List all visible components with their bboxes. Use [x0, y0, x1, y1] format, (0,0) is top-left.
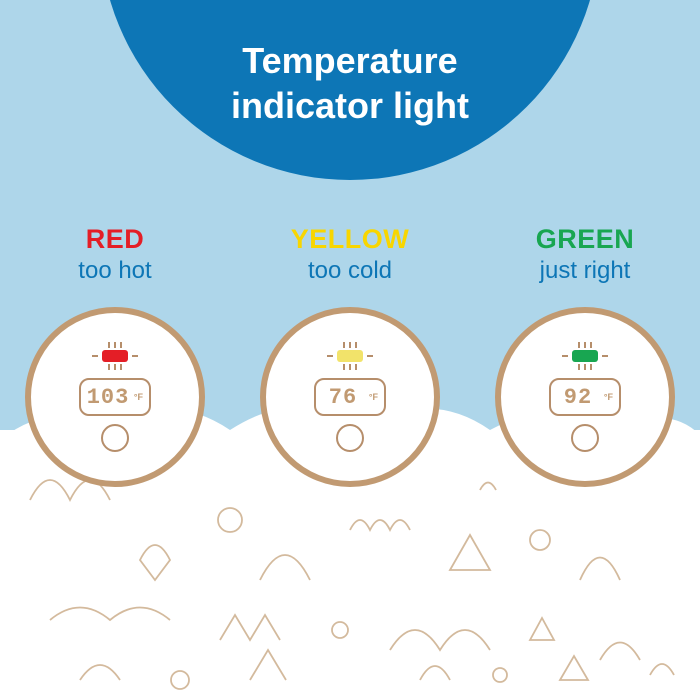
device-circle: 76 °F: [260, 307, 440, 487]
indicator-sublabel: just right: [490, 257, 680, 285]
temperature-value: 76: [329, 385, 357, 410]
title-line-1: Temperature: [242, 40, 457, 81]
title-line-2: indicator light: [231, 85, 469, 126]
indicator-label: RED: [20, 224, 210, 255]
temperature-value: 92: [564, 385, 592, 410]
indicator-label: YELLOW: [255, 224, 445, 255]
indicator-red: RED too hot 103 °F: [20, 224, 210, 487]
led-light: [102, 350, 128, 362]
indicator-sublabel: too cold: [255, 257, 445, 285]
led-indicator-icon: [562, 342, 608, 370]
device-button-icon: [571, 424, 599, 452]
led-light: [572, 350, 598, 362]
device-button-icon: [101, 424, 129, 452]
indicator-label: GREEN: [490, 224, 680, 255]
lcd-display: 76 °F: [314, 378, 386, 416]
indicator-row: RED too hot 103 °F YELLOW too cold: [0, 224, 700, 487]
indicator-yellow: YELLOW too cold 76 °F: [255, 224, 445, 487]
temperature-unit: °F: [604, 392, 613, 402]
device-circle: 92 °F: [495, 307, 675, 487]
led-indicator-icon: [327, 342, 373, 370]
lcd-display: 103 °F: [79, 378, 151, 416]
indicator-green: GREEN just right 92 °F: [490, 224, 680, 487]
temperature-unit: °F: [134, 392, 143, 402]
temperature-unit: °F: [369, 392, 378, 402]
page-title: Temperature indicator light: [0, 38, 700, 128]
temperature-value: 103: [87, 385, 130, 410]
device-circle: 103 °F: [25, 307, 205, 487]
indicator-sublabel: too hot: [20, 257, 210, 285]
device-button-icon: [336, 424, 364, 452]
led-indicator-icon: [92, 342, 138, 370]
lcd-display: 92 °F: [549, 378, 621, 416]
led-light: [337, 350, 363, 362]
